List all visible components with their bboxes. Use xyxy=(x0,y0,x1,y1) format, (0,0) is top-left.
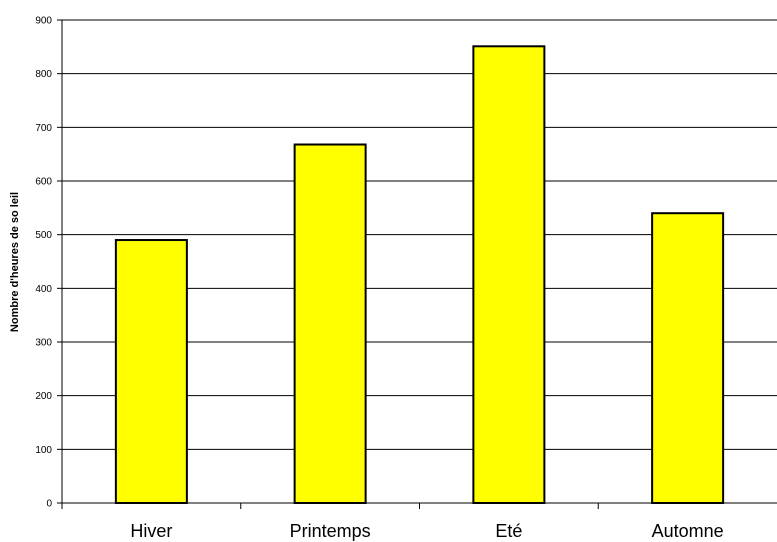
y-tick-label: 0 xyxy=(46,499,52,510)
y-tick-label: 200 xyxy=(35,391,52,402)
bar-hiver xyxy=(114,239,188,505)
y-tick-label: 900 xyxy=(35,16,52,27)
x-category-label: Printemps xyxy=(290,521,371,541)
y-tick-label: 500 xyxy=(35,230,52,241)
x-category-label: Hiver xyxy=(130,521,172,541)
bar-eté xyxy=(472,45,546,505)
x-category-label: Eté xyxy=(495,521,522,541)
y-tick-label: 400 xyxy=(35,284,52,295)
y-tick-label: 700 xyxy=(35,123,52,134)
bars xyxy=(114,45,725,505)
y-axis-ticks: 0 100 200 300 400 500 600 700 800 900 xyxy=(35,16,62,510)
y-tick-label: 600 xyxy=(35,177,52,188)
y-tick-label: 100 xyxy=(35,445,52,456)
bar-printemps xyxy=(293,143,367,505)
y-tick-label: 300 xyxy=(35,338,52,349)
x-category-label: Automne xyxy=(652,521,724,541)
bar-automne xyxy=(651,212,725,504)
y-tick-label: 800 xyxy=(35,69,52,80)
x-axis-ticks: Hiver Printemps Eté Automne xyxy=(61,503,724,541)
y-axis-title: Nombre d'heures de so leil xyxy=(9,192,21,332)
